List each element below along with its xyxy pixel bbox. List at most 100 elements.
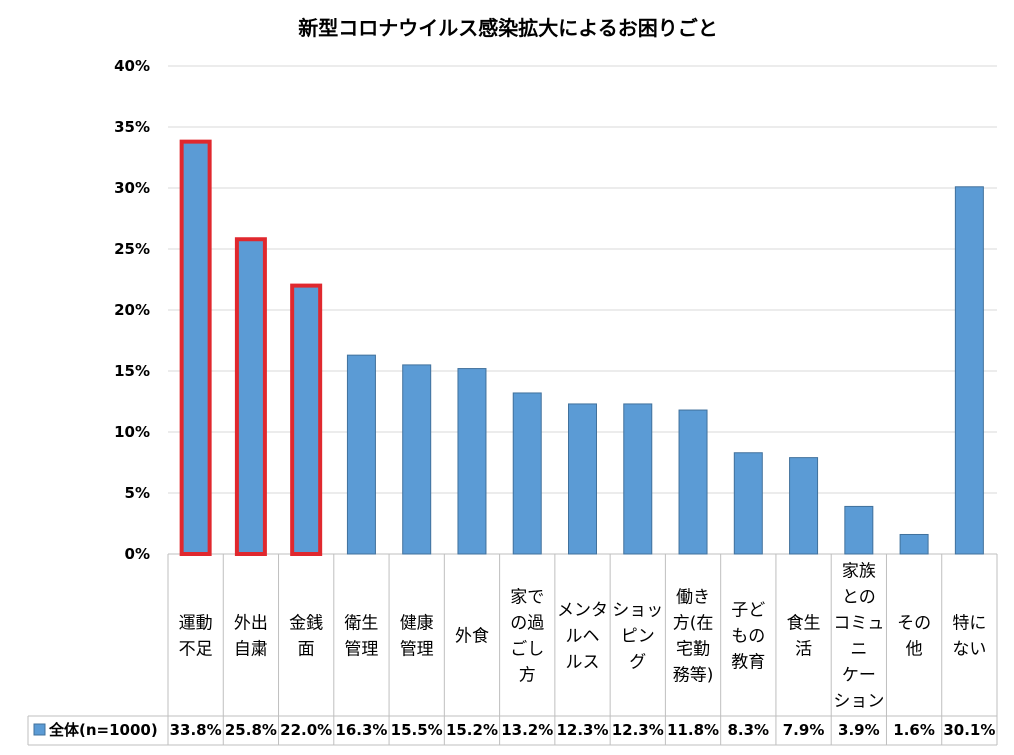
category-label-line: 家族 [842, 562, 876, 582]
category-label-line: 教育 [731, 653, 765, 673]
category-label-line: 面 [298, 640, 315, 660]
category-label-line: 方(在 [673, 614, 714, 634]
legend-label: 全体(n=1000) [48, 721, 158, 739]
category-label-line: 健康 [400, 614, 434, 634]
data-value-label: 15.5% [391, 721, 443, 739]
bar [402, 364, 432, 555]
category-label-line: 務等) [673, 666, 714, 686]
category-label-line: ない [952, 640, 986, 660]
y-tick-label: 40% [114, 57, 150, 75]
category-label-line: ルヘ [566, 627, 600, 647]
category-label-line: ション [833, 692, 884, 712]
y-tick-label: 30% [114, 179, 150, 197]
bar [179, 139, 212, 556]
bar [512, 392, 542, 555]
category-label: 外食 [455, 627, 489, 647]
category-label-line: 家で [510, 588, 544, 608]
data-value-label: 12.3% [612, 721, 664, 739]
bar [346, 354, 376, 555]
bar [568, 403, 597, 555]
category-label-line: 子ど [731, 601, 765, 621]
category-label-line: 食生 [787, 614, 821, 634]
data-value-label: 25.8% [225, 721, 277, 739]
bar [290, 283, 323, 556]
bar [844, 505, 874, 555]
data-value-label: 12.3% [556, 721, 608, 739]
category-label-line: 他 [906, 640, 923, 660]
data-value-label: 7.9% [783, 721, 825, 739]
data-value-label: 16.3% [335, 721, 387, 739]
category-label: 金銭面 [289, 614, 323, 660]
y-tick-label: 5% [125, 484, 150, 502]
category-label-line: ショッ [612, 601, 663, 621]
y-tick-label: 25% [114, 240, 150, 258]
legend-key [33, 723, 46, 736]
category-label-line: 外出 [234, 614, 268, 634]
bar [457, 368, 487, 555]
category-label-line: ケー [842, 666, 876, 686]
category-label-line: 活 [795, 640, 812, 660]
y-tick-label: 35% [114, 118, 150, 136]
category-label-line: 衛生 [344, 614, 378, 634]
category-label-line: 宅勤 [676, 640, 710, 660]
category-label-line: ごし [510, 640, 544, 660]
bar [954, 186, 984, 555]
category-label-line: ニ [850, 640, 867, 660]
category-label-line: 自粛 [234, 640, 268, 660]
category-label: 食生活 [787, 614, 821, 660]
category-label-line: 管理 [400, 640, 434, 660]
y-tick-label: 15% [114, 362, 150, 380]
data-value-label: 33.8% [170, 721, 222, 739]
category-label-line: 働き [676, 588, 710, 608]
data-value-label: 1.6% [893, 721, 935, 739]
category-label-line: もの [731, 627, 765, 647]
y-tick-label: 10% [114, 423, 150, 441]
category-label-line: 管理 [344, 640, 378, 660]
data-value-label: 8.3% [727, 721, 769, 739]
data-table: 運動不足外出自粛金銭面衛生管理健康管理外食家での過ごし方メンタルヘルスショッピン… [27, 554, 998, 746]
data-value-label: 11.8% [667, 721, 719, 739]
y-tick-label: 20% [114, 301, 150, 319]
data-value-label: 15.2% [446, 721, 498, 739]
data-value-label: 30.1% [943, 721, 995, 739]
bar [899, 533, 929, 555]
category-label-line: コミュ [833, 614, 884, 634]
category-label-line: 不足 [179, 640, 213, 660]
category-label-line: メンタ [557, 601, 608, 621]
bar [623, 403, 653, 555]
category-label-line: の過 [510, 614, 544, 634]
category-label-line: その [897, 614, 931, 634]
category-label-line: 特に [952, 614, 986, 634]
category-label-line: ルス [566, 653, 600, 673]
chart-title: 新型コロナウイルス感染拡大によるお困りごと [298, 16, 717, 40]
category-label-line: 外食 [455, 627, 489, 647]
y-tick-label: 0% [125, 545, 150, 563]
category-label-line: ピン [621, 627, 655, 647]
category-label-line: 金銭 [289, 614, 323, 634]
category-label-line: 方 [519, 666, 536, 686]
bar [234, 237, 267, 557]
category-label: その他 [897, 614, 931, 660]
y-axis: 0% 5% 10% 15% 20% 25% 30% 35% 40% [114, 57, 150, 563]
bar [789, 457, 819, 555]
category-label-line: 運動 [179, 614, 213, 634]
data-value-label: 22.0% [280, 721, 332, 739]
category-label-line: グ [629, 653, 646, 673]
bar [678, 409, 708, 555]
data-value-label: 3.9% [838, 721, 880, 739]
bars [179, 139, 984, 557]
bar [733, 452, 763, 555]
data-value-label: 13.2% [501, 721, 553, 739]
category-label-line: との [842, 588, 876, 608]
